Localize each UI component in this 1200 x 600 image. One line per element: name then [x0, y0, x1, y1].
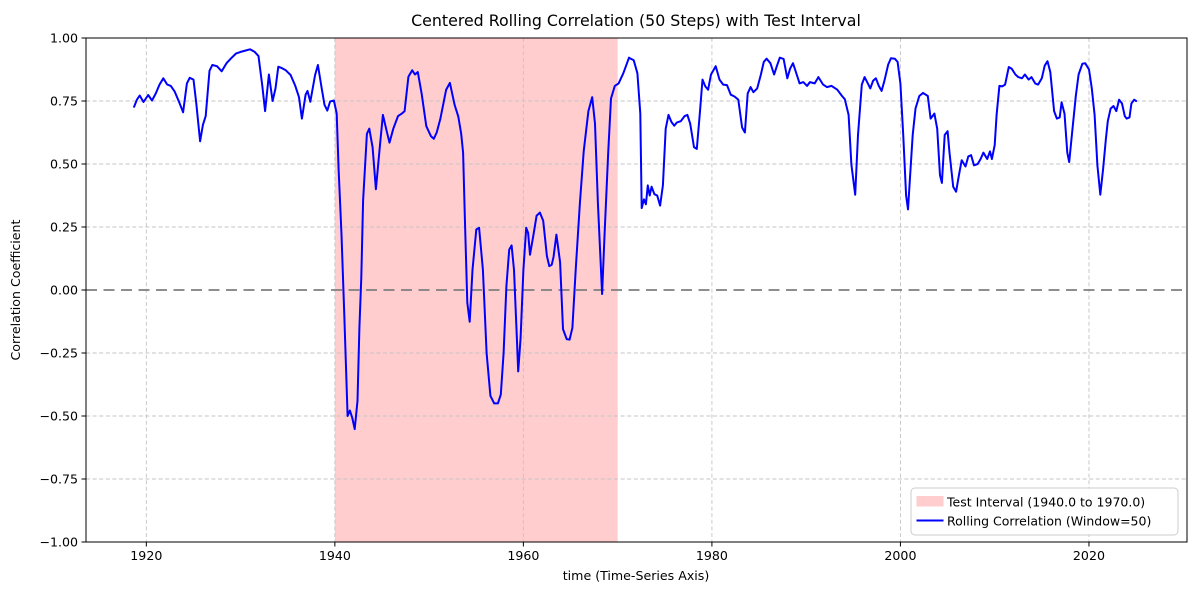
legend-series-label: Rolling Correlation (Window=50) [947, 514, 1151, 529]
legend: Test Interval (1940.0 to 1970.0) Rolling… [910, 487, 1179, 536]
rolling-correlation-line [133, 48, 1138, 431]
y-tick-label: 0.75 [50, 93, 78, 108]
x-tick-label: 1960 [507, 548, 539, 563]
x-tick-label: 1980 [696, 548, 728, 563]
y-tick-label: −0.25 [39, 345, 78, 360]
x-axis-label: time (Time-Series Axis) [563, 568, 710, 583]
tick-layer [81, 37, 1090, 547]
legend-box [910, 487, 1179, 536]
legend-test-interval-label: Test Interval (1940.0 to 1970.0) [946, 495, 1145, 510]
x-tick-label: 2000 [884, 548, 916, 563]
y-tick-label: −1.00 [39, 534, 78, 549]
y-tick-label: 1.00 [50, 30, 78, 45]
y-tick-label: 0.00 [50, 282, 78, 297]
y-tick-label: −0.50 [39, 408, 78, 423]
x-tick-label: 1940 [319, 548, 351, 563]
x-tick-label: 1920 [130, 548, 162, 563]
y-tick-label: −0.75 [39, 471, 78, 486]
legend-test-interval-swatch [916, 496, 944, 507]
chart-title: Centered Rolling Correlation (50 Steps) … [411, 11, 861, 30]
y-tick-label: 0.25 [50, 219, 78, 234]
y-tick-label: 0.50 [50, 156, 78, 171]
tick-label-layer: 1920 1940 1960 1980 2000 2020 1.00 0.75 0.50 0.25… [39, 30, 1105, 563]
y-axis-label: Correlation Coefficient [8, 219, 23, 360]
x-tick-label: 2020 [1073, 548, 1105, 563]
series-layer [133, 48, 1138, 431]
